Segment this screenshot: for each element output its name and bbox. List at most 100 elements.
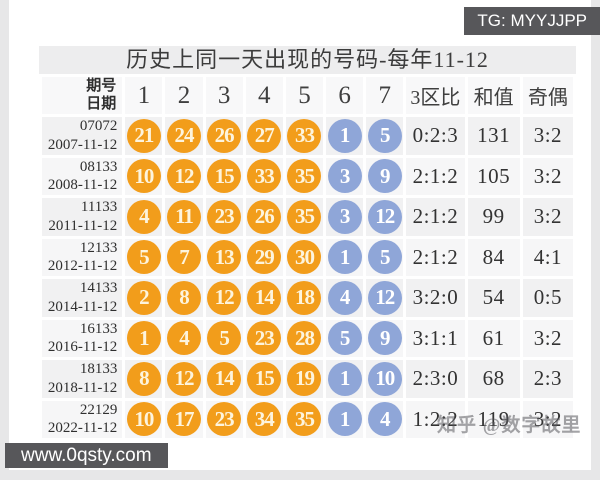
ball-cell: 15 <box>245 360 283 398</box>
table-row: 22129 2022-11-12 10 17 23 34 35 1 4 1:2:2 119 3:2 <box>42 400 573 438</box>
back-ball: 9 <box>367 321 402 356</box>
front-ball: 27 <box>247 118 282 153</box>
back-ball: 1 <box>327 118 362 153</box>
front-ball: 35 <box>287 199 322 234</box>
back-ball: 3 <box>327 159 362 194</box>
back-ball: 4 <box>367 402 402 437</box>
draw-date: 2022-11-12 <box>47 420 118 437</box>
zone-ratio-value: 2:3:0 <box>406 360 465 398</box>
ball-cell: 4 <box>165 319 203 357</box>
zone-ratio-value: 0:2:3 <box>406 117 465 155</box>
header-sum: 和值 <box>467 77 520 114</box>
issue-date-cell: 07072 2007-11-12 <box>42 117 123 155</box>
ball-cell: 1 <box>326 360 364 398</box>
issue-number: 14133 <box>79 280 118 296</box>
ball-cell: 28 <box>285 319 324 357</box>
zone-ratio-value: 3:2:0 <box>406 279 465 317</box>
issue-date-cell: 08133 2008-11-12 <box>42 157 123 195</box>
ball-cell: 4 <box>366 400 404 438</box>
sum-value: 119 <box>467 400 520 438</box>
front-ball: 12 <box>207 280 242 315</box>
issue-number: 11133 <box>80 199 118 215</box>
back-ball: 5 <box>367 118 402 153</box>
draw-date: 2008-11-12 <box>47 177 118 194</box>
page-edge-left <box>0 0 9 480</box>
ball-cell: 18 <box>285 279 324 317</box>
ball-cell: 9 <box>366 157 404 195</box>
ball-cell: 29 <box>245 238 283 276</box>
table-row: 12133 2012-11-12 5 7 13 29 30 1 5 2:1:2 84 4:1 <box>42 238 573 276</box>
front-ball: 10 <box>126 159 161 194</box>
header-row: 期号 日期 1 2 3 4 5 6 7 3区比 和值 奇偶 <box>42 77 573 114</box>
sum-value: 68 <box>467 360 520 398</box>
ball-cell: 1 <box>125 319 163 357</box>
odd-even-value: 3:2 <box>522 319 573 357</box>
table-row: 14133 2014-11-12 2 8 12 14 18 4 12 3:2:0 54 0:5 <box>42 279 573 317</box>
issue-date-cell: 22129 2022-11-12 <box>42 400 123 438</box>
ball-cell: 10 <box>366 360 404 398</box>
ball-cell: 35 <box>285 400 324 438</box>
odd-even-value: 0:5 <box>522 279 573 317</box>
sum-value: 54 <box>467 279 520 317</box>
front-ball: 14 <box>247 280 282 315</box>
back-ball: 5 <box>367 240 402 275</box>
ball-cell: 33 <box>245 157 283 195</box>
odd-even-value: 2:3 <box>522 360 573 398</box>
front-ball: 30 <box>287 240 322 275</box>
front-ball: 34 <box>247 402 282 437</box>
header-col-3: 3 <box>205 77 243 114</box>
front-ball: 23 <box>247 321 282 356</box>
ball-cell: 19 <box>285 360 324 398</box>
back-ball: 3 <box>327 199 362 234</box>
front-ball: 14 <box>207 361 242 396</box>
ball-cell: 4 <box>125 198 163 236</box>
header-col-6: 6 <box>326 77 364 114</box>
ball-cell: 12 <box>165 360 203 398</box>
front-ball: 15 <box>207 159 242 194</box>
ball-cell: 5 <box>125 238 163 276</box>
header-col-7: 7 <box>366 77 404 114</box>
front-ball: 33 <box>287 118 322 153</box>
table-row: 18133 2018-11-12 8 12 14 15 19 1 10 2:3:0 68 2:3 <box>42 360 573 398</box>
issue-label: 期号 <box>86 78 117 95</box>
header-col-2: 2 <box>165 77 203 114</box>
ball-cell: 24 <box>165 117 203 155</box>
header-col-4: 4 <box>245 77 283 114</box>
header-issue-date: 期号 日期 <box>42 77 123 114</box>
ball-cell: 35 <box>285 157 324 195</box>
ball-cell: 34 <box>245 400 283 438</box>
zone-ratio-value: 2:1:2 <box>406 238 465 276</box>
front-ball: 8 <box>126 361 161 396</box>
sum-value: 84 <box>467 238 520 276</box>
front-ball: 18 <box>287 280 322 315</box>
website-badge: www.0qsty.com <box>5 443 168 468</box>
page-edge-bottom <box>0 470 600 480</box>
ball-cell: 5 <box>326 319 364 357</box>
front-ball: 28 <box>287 321 322 356</box>
back-ball: 1 <box>327 240 362 275</box>
back-ball: 9 <box>367 159 402 194</box>
front-ball: 10 <box>126 402 161 437</box>
zone-ratio-value: 2:1:2 <box>406 198 465 236</box>
table-row: 07072 2007-11-12 21 24 26 27 33 1 5 0:2:3 131 3:2 <box>42 117 573 155</box>
odd-even-value: 3:2 <box>522 198 573 236</box>
front-ball: 35 <box>287 402 322 437</box>
ball-cell: 10 <box>125 400 163 438</box>
ball-cell: 7 <box>165 238 203 276</box>
header-zone-ratio: 3区比 <box>406 77 465 114</box>
front-ball: 2 <box>126 280 161 315</box>
table-row: 16133 2016-11-12 1 4 5 23 28 5 9 3:1:1 61 3:2 <box>42 319 573 357</box>
draw-date: 2012-11-12 <box>47 258 118 275</box>
front-ball: 4 <box>167 321 202 356</box>
ball-cell: 12 <box>165 157 203 195</box>
front-ball: 11 <box>167 199 202 234</box>
front-ball: 13 <box>207 240 242 275</box>
back-ball: 10 <box>367 361 402 396</box>
ball-cell: 12 <box>366 279 404 317</box>
ball-cell: 11 <box>165 198 203 236</box>
issue-number: 08133 <box>79 158 118 175</box>
ball-cell: 21 <box>125 117 163 155</box>
front-ball: 35 <box>287 159 322 194</box>
ball-cell: 8 <box>165 279 203 317</box>
table-row: 11133 2011-11-12 4 11 23 26 35 3 12 2:1:2 99 3:2 <box>42 198 573 236</box>
